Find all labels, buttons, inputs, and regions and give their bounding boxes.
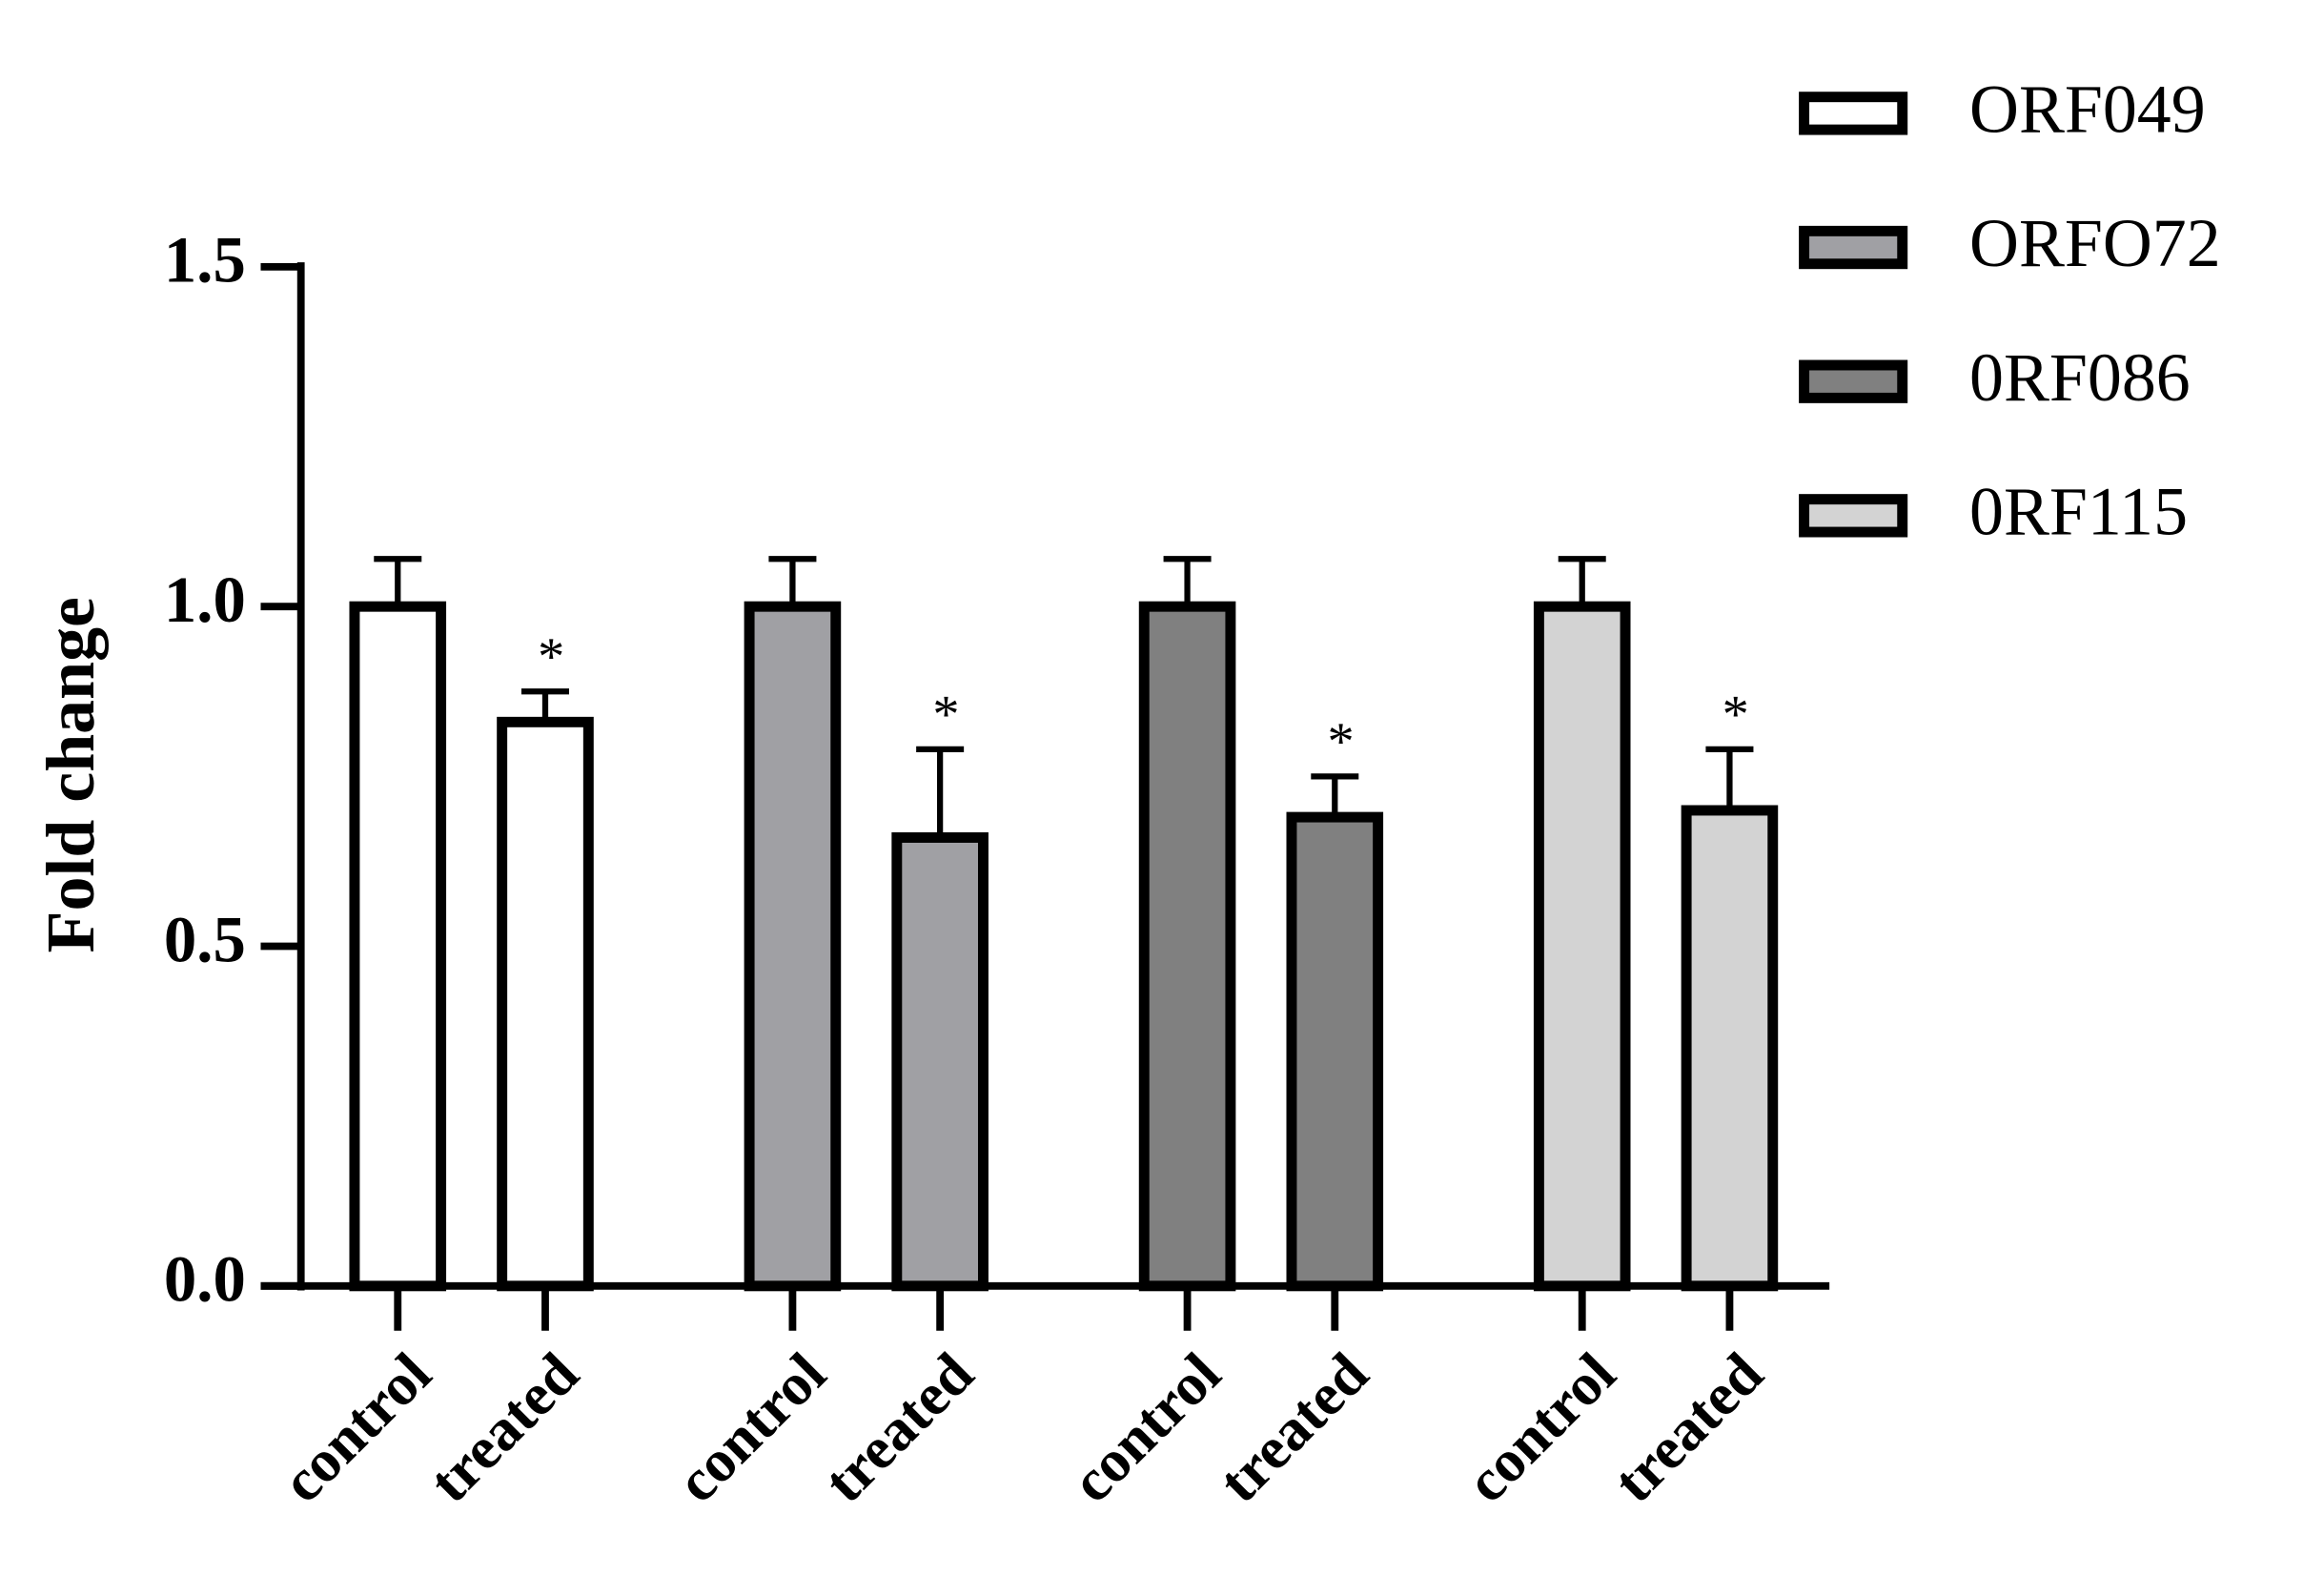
x-tick-label: control xyxy=(269,1340,444,1515)
x-tick-label: control xyxy=(663,1340,839,1515)
legend-swatch xyxy=(1799,92,1908,135)
significance-marker: * xyxy=(1327,712,1354,771)
x-tick-label: treated xyxy=(1600,1340,1776,1515)
bar xyxy=(744,601,842,1292)
bar xyxy=(1138,601,1236,1292)
x-tick-label: treated xyxy=(417,1340,592,1515)
significance-marker: * xyxy=(538,627,564,686)
y-axis-label: Fold change xyxy=(32,597,109,952)
significance-marker: * xyxy=(932,685,959,744)
legend-swatch xyxy=(1799,359,1908,403)
y-tick-label: 1.5 xyxy=(164,224,246,297)
legend-label: ORF049 xyxy=(1969,72,2206,148)
significance-marker: * xyxy=(1723,685,1749,744)
legend-swatch xyxy=(1799,225,1908,270)
y-tick-label: 0.0 xyxy=(164,1243,246,1316)
bar xyxy=(497,716,594,1292)
bar xyxy=(891,832,989,1292)
legend-label: 0RF115 xyxy=(1969,473,2188,549)
y-tick-label: 1.0 xyxy=(164,563,246,636)
x-tick-label: treated xyxy=(811,1340,987,1515)
x-tick-label: control xyxy=(1453,1340,1628,1515)
bar xyxy=(1681,805,1779,1292)
x-tick-label: control xyxy=(1058,1340,1233,1515)
legend-swatch xyxy=(1799,494,1908,538)
x-tick-label: treated xyxy=(1206,1340,1381,1515)
legend-label: 0RF086 xyxy=(1969,339,2191,416)
y-tick-label: 0.5 xyxy=(164,903,246,975)
bar xyxy=(1533,601,1631,1292)
bar xyxy=(349,601,447,1292)
bar xyxy=(1286,811,1384,1292)
legend-label: ORFO72 xyxy=(1969,205,2221,281)
